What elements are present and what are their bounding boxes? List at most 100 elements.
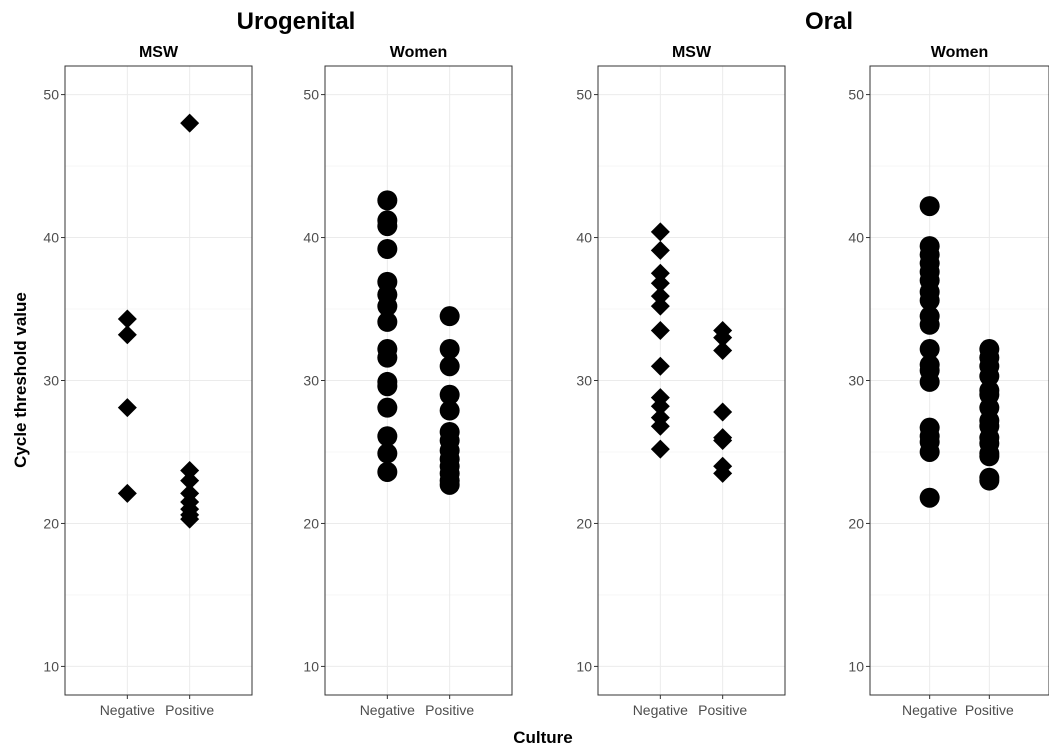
- data-point: [439, 356, 460, 377]
- data-point: [650, 273, 670, 293]
- y-tick-label: 50: [848, 87, 864, 103]
- y-tick-label: 20: [303, 515, 319, 531]
- x-tick-label: Negative: [902, 702, 957, 718]
- points: [117, 113, 200, 529]
- group-title-urogenital: Urogenital: [237, 8, 356, 35]
- y-tick-label: 10: [303, 658, 319, 674]
- y-tick-label: 20: [576, 515, 592, 531]
- data-point: [117, 483, 137, 503]
- group-title-oral: Oral: [805, 8, 853, 35]
- data-point: [377, 376, 398, 397]
- y-tick-label: 30: [848, 373, 864, 389]
- data-point: [979, 470, 1000, 491]
- y-tick-label: 50: [43, 87, 59, 103]
- x-tick-label: Positive: [165, 702, 214, 718]
- x-tick-label: Positive: [698, 702, 747, 718]
- points: [919, 196, 1000, 508]
- data-point: [180, 461, 200, 481]
- data-point: [377, 347, 398, 368]
- x-axis-title: Culture: [513, 728, 573, 747]
- points: [650, 222, 733, 483]
- data-point: [650, 286, 670, 306]
- data-point: [713, 328, 733, 348]
- data-point: [713, 431, 733, 451]
- y-tick-label: 30: [43, 373, 59, 389]
- gridlines: [65, 66, 252, 695]
- y-tick-label: 10: [848, 658, 864, 674]
- y-tick-label: 40: [848, 230, 864, 246]
- data-point: [377, 190, 398, 211]
- data-point: [439, 339, 460, 360]
- data-point: [117, 309, 137, 329]
- data-point: [919, 339, 940, 360]
- y-tick-label: 10: [43, 658, 59, 674]
- panel-3: MSW 10 20 30 40 50 Negative Positive: [576, 44, 786, 718]
- data-point: [979, 366, 1000, 387]
- data-point: [650, 416, 670, 436]
- data-point: [919, 487, 940, 508]
- x-tick-label: Positive: [425, 702, 474, 718]
- panel-4: Women 10 20 30 40 50 Negative Positive: [848, 44, 1049, 718]
- data-point: [650, 396, 670, 416]
- x-tick-label: Negative: [100, 702, 155, 718]
- data-point: [439, 474, 460, 495]
- data-point: [439, 306, 460, 327]
- data-point: [377, 311, 398, 332]
- panel-1: MSW 10 20 30 40 50 Negative Positive: [43, 44, 253, 718]
- y-tick-label: 10: [576, 658, 592, 674]
- data-point: [377, 461, 398, 482]
- x-tick-label: Negative: [360, 702, 415, 718]
- x-tick-label: Negative: [633, 702, 688, 718]
- data-point: [117, 325, 137, 345]
- data-point: [919, 290, 940, 311]
- gridlines: [325, 66, 512, 695]
- y-tick-label: 30: [576, 373, 592, 389]
- panel-title: MSW: [139, 44, 179, 61]
- y-axis-title: Cycle threshold value: [11, 292, 30, 468]
- data-point: [377, 296, 398, 317]
- data-point: [377, 443, 398, 464]
- data-point: [650, 296, 670, 316]
- gridlines: [598, 66, 785, 695]
- y-tick-label: 50: [303, 87, 319, 103]
- data-point: [713, 463, 733, 483]
- y-tick-label: 20: [43, 515, 59, 531]
- y-tick-label: 40: [303, 230, 319, 246]
- gridlines: [870, 66, 1049, 695]
- data-point: [650, 263, 670, 283]
- panel-title: MSW: [672, 44, 712, 61]
- panel-title: Women: [390, 44, 447, 61]
- data-point: [650, 356, 670, 376]
- data-point: [650, 240, 670, 260]
- y-tick-label: 40: [43, 230, 59, 246]
- y-tick-label: 30: [303, 373, 319, 389]
- data-point: [377, 397, 398, 418]
- data-point: [713, 402, 733, 422]
- data-point: [919, 196, 940, 217]
- data-point: [180, 471, 200, 491]
- data-point: [117, 398, 137, 418]
- y-tick-label: 40: [576, 230, 592, 246]
- data-point: [439, 384, 460, 405]
- points: [377, 190, 460, 495]
- x-tick-label: Positive: [965, 702, 1014, 718]
- data-point: [377, 216, 398, 237]
- data-point: [650, 439, 670, 459]
- panel-2: Women 10 20 30 40 50 Negative Positive: [303, 44, 513, 718]
- data-point: [919, 314, 940, 335]
- data-point: [650, 222, 670, 242]
- data-point: [377, 238, 398, 259]
- data-point: [180, 509, 200, 529]
- data-point: [650, 320, 670, 340]
- data-point: [439, 400, 460, 421]
- data-point: [377, 426, 398, 447]
- data-point: [919, 441, 940, 462]
- y-tick-label: 20: [848, 515, 864, 531]
- y-tick-label: 50: [576, 87, 592, 103]
- panels: MSW 10 20 30 40 50 Negative Positive Women 10 20 30…: [43, 44, 1049, 718]
- data-point: [180, 113, 200, 133]
- panel-title: Women: [931, 44, 988, 61]
- data-point: [979, 446, 1000, 467]
- data-point: [713, 340, 733, 360]
